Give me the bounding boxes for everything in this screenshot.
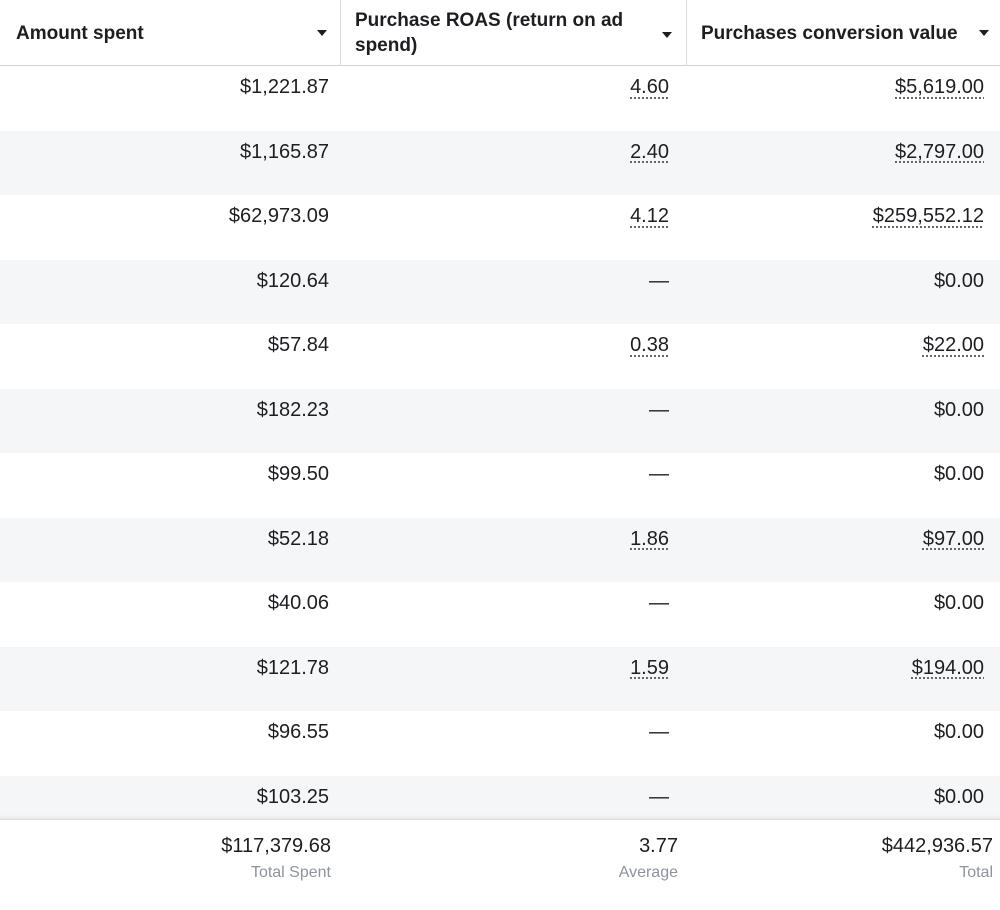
roas-cell: — xyxy=(649,592,669,614)
roas-cell: — xyxy=(649,463,669,485)
sort-caret-icon[interactable] xyxy=(317,30,327,36)
table-header: Amount spent Purchase ROAS (return on ad… xyxy=(0,0,1000,66)
roas-cell: — xyxy=(649,785,669,808)
amount-spent-cell: $96.55 xyxy=(267,721,329,743)
column-header-label: Purchase ROAS (return on ad spend) xyxy=(355,10,624,56)
conversion-value-cell: $0.00 xyxy=(933,721,984,743)
table-row: $1,165.87 2.40 $2,797.00 xyxy=(0,130,1000,195)
amount-spent-cell: $103.25 xyxy=(256,785,329,808)
amount-spent-cell: $62,973.09 xyxy=(228,205,329,227)
conversion-value-cell: $0.00 xyxy=(933,592,984,614)
total-amount-spent-label: Total Spent xyxy=(250,864,331,881)
conversion-value-cell[interactable]: $5,619.00 xyxy=(895,76,984,98)
amount-spent-cell: $57.84 xyxy=(267,334,329,356)
roas-cell: — xyxy=(649,398,669,421)
roas-cell[interactable]: 0.38 xyxy=(630,334,669,356)
total-amount-spent: $117,379.68 xyxy=(221,835,331,857)
amount-spent-cell: $1,221.87 xyxy=(240,76,329,98)
amount-spent-cell: $99.50 xyxy=(267,463,329,485)
table-row: $57.84 0.38 $22.00 xyxy=(0,324,1000,389)
conversion-value-cell: $0.00 xyxy=(933,398,984,421)
table-row: $96.55 — $0.00 xyxy=(0,711,1000,776)
total-conversion-value: $442,936.57 xyxy=(881,835,993,857)
table-row: $99.50 — $0.00 xyxy=(0,453,1000,518)
roas-cell[interactable]: 4.12 xyxy=(630,205,669,227)
amount-spent-cell: $52.18 xyxy=(267,527,329,550)
roas-cell[interactable]: 1.59 xyxy=(630,656,669,679)
conversion-value-cell[interactable]: $194.00 xyxy=(911,656,984,679)
amount-spent-cell: $40.06 xyxy=(267,592,329,614)
column-header-label: Amount spent xyxy=(16,22,144,44)
amount-spent-cell: $120.64 xyxy=(256,269,329,292)
average-roas-label: Average xyxy=(618,864,678,881)
table-row: $52.18 1.86 $97.00 xyxy=(0,517,1000,582)
table-row: $1,221.87 4.60 $5,619.00 xyxy=(0,66,1000,131)
column-header-purchase-roas[interactable]: Purchase ROAS (return on ad spend) xyxy=(340,0,686,66)
sort-caret-icon[interactable] xyxy=(662,32,672,38)
roas-cell[interactable]: 2.40 xyxy=(630,140,669,163)
conversion-value-cell[interactable]: $22.00 xyxy=(922,334,984,356)
conversion-value-cell[interactable]: $259,552.12 xyxy=(872,205,984,227)
table-body: $1,221.87 4.60 $5,619.00 $1,165.87 2.40 $2,79… xyxy=(0,66,1000,840)
column-header-label: Purchases conversion value xyxy=(701,22,958,44)
amount-spent-cell: $182.23 xyxy=(256,398,329,421)
column-header-amount-spent[interactable]: Amount spent xyxy=(0,0,340,66)
conversion-value-cell: $0.00 xyxy=(933,463,984,485)
table-row: $40.06 — $0.00 xyxy=(0,582,1000,647)
average-roas: 3.77 xyxy=(639,835,678,857)
sort-caret-icon[interactable] xyxy=(979,30,989,36)
conversion-value-cell[interactable]: $97.00 xyxy=(922,527,984,550)
total-conversion-value-label: Total xyxy=(959,864,993,881)
roas-cell: — xyxy=(649,269,669,292)
roas-cell[interactable]: 4.60 xyxy=(630,76,669,98)
table-row: $120.64 — $0.00 xyxy=(0,259,1000,324)
conversion-value-cell[interactable]: $2,797.00 xyxy=(895,140,984,163)
table-row: $121.78 1.59 $194.00 xyxy=(0,646,1000,711)
roas-cell[interactable]: 1.86 xyxy=(630,527,669,550)
table-row: $182.23 — $0.00 xyxy=(0,388,1000,453)
conversion-value-cell: $0.00 xyxy=(933,269,984,292)
conversion-value-cell: $0.00 xyxy=(933,785,984,808)
amount-spent-cell: $1,165.87 xyxy=(240,140,329,163)
column-header-conversion-value[interactable]: Purchases conversion value xyxy=(686,0,1000,66)
amount-spent-cell: $121.78 xyxy=(256,656,329,679)
table-row: $62,973.09 4.12 $259,552.12 xyxy=(0,195,1000,260)
roas-cell: — xyxy=(649,721,669,743)
totals-row: $117,379.68 Total Spent 3.77 Average $44… xyxy=(0,819,1000,910)
